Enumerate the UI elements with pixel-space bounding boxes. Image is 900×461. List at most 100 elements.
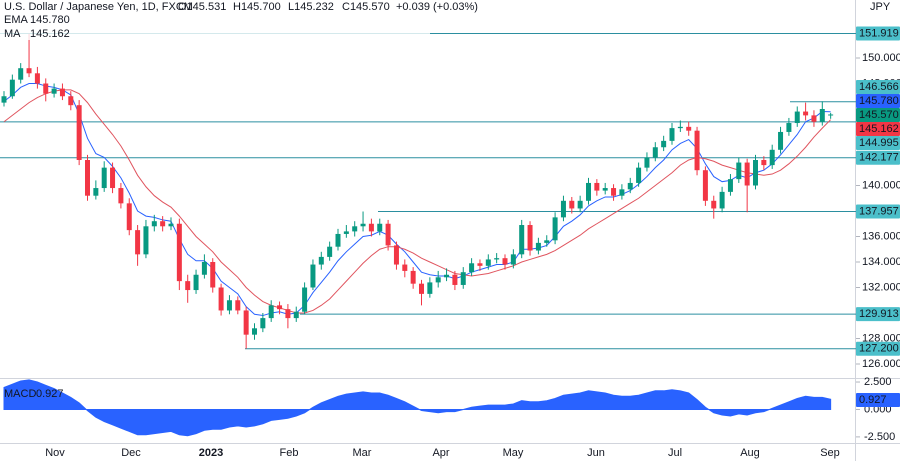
ohlc-value: O145.531: [178, 1, 226, 13]
candle-body: [18, 68, 24, 80]
ma-label-box: [856, 122, 900, 136]
candle-body: [510, 254, 516, 265]
macd-name: MACD: [4, 388, 36, 400]
candle-body: [828, 114, 834, 116]
candle-body: [427, 282, 433, 294]
y-tick-label: 134.000: [862, 256, 900, 268]
level-label: 151.919: [859, 27, 899, 39]
candle-body: [201, 262, 207, 275]
ohlc-value: C145.570: [342, 1, 390, 13]
candle-body: [260, 318, 266, 329]
candle-body: [811, 115, 817, 122]
x-tick-label: Feb: [280, 447, 299, 459]
candle-body: [377, 223, 383, 232]
candle-body: [544, 240, 550, 243]
candle-body: [494, 258, 500, 260]
candle-body: [619, 189, 625, 196]
change-value: +0.039 (+0.03%): [396, 1, 478, 13]
candle-body: [727, 179, 733, 192]
candle-body: [318, 256, 324, 265]
ohlc-value: H145.700: [233, 1, 281, 13]
candle-body: [753, 160, 758, 186]
candle-body: [101, 167, 107, 189]
candle-body: [661, 140, 667, 148]
ohlc-value: L145.232: [288, 1, 334, 13]
candle-body: [460, 272, 466, 285]
candle-body: [68, 96, 74, 106]
candle-body: [686, 126, 692, 131]
candle-body: [744, 162, 750, 186]
candle-body: [586, 182, 591, 201]
level-label: 142.177: [859, 152, 899, 164]
candle-body: [151, 221, 157, 227]
level-label-box: [856, 150, 900, 165]
candle-body: [118, 188, 124, 204]
candle-body: [577, 200, 583, 209]
candle-body: [419, 283, 424, 294]
candle-body: [277, 305, 283, 310]
macd-area: [3, 379, 832, 437]
candle-body: [285, 309, 291, 319]
candle-body: [636, 167, 642, 183]
level-label-box: [856, 204, 900, 219]
candle-body: [51, 88, 57, 94]
candle-body: [444, 274, 450, 278]
candle-body: [327, 246, 333, 257]
candle-body: [627, 182, 633, 190]
candle-body: [535, 242, 541, 251]
candle-body: [435, 277, 441, 283]
candle-body: [477, 263, 483, 266]
candle-body: [410, 270, 416, 284]
candle-body: [85, 160, 90, 196]
x-tick-label: Jun: [587, 447, 605, 459]
candle-body: [335, 233, 341, 247]
level-label: 127.200: [859, 343, 899, 355]
candle-body: [168, 223, 174, 227]
candle-body: [611, 188, 617, 196]
candle-body: [143, 226, 149, 255]
candle-body: [352, 226, 358, 232]
header-bg: [0, 0, 430, 40]
x-tick-label: Aug: [740, 447, 760, 459]
candle-body: [193, 274, 199, 291]
level-label-box: [856, 26, 900, 41]
candle-body: [343, 231, 349, 234]
x-tick-label: Nov: [45, 447, 65, 459]
candle-body: [452, 274, 458, 285]
y-tick-label: 150.000: [862, 52, 900, 64]
candle-body: [702, 170, 708, 201]
x-tick-label: Mar: [353, 447, 372, 459]
candle-body: [711, 200, 717, 209]
candle-body: [34, 73, 40, 84]
candle-body: [26, 68, 32, 74]
level-label-box: [856, 80, 900, 94]
moving-average-line: [3, 89, 832, 314]
level-label: 146.566: [859, 81, 899, 93]
y-tick-label: 132.000: [862, 281, 900, 293]
candle-body: [252, 328, 257, 335]
macd-tick-label: -2.500: [864, 431, 895, 443]
candle-body: [310, 264, 316, 288]
candle-body: [185, 281, 191, 291]
macd-value: 0.927: [36, 388, 64, 400]
x-tick-label: 2023: [199, 447, 223, 459]
macd-tick-label: 2.500: [864, 376, 892, 388]
macd-value-label-box: [856, 393, 900, 407]
candle-body: [43, 83, 49, 94]
candle-body: [110, 167, 116, 189]
candle-body: [502, 258, 508, 265]
chart-title: U.S. Dollar / Japanese Yen, 1D, FXCM: [4, 1, 193, 13]
candle-body: [652, 147, 658, 158]
candle-body: [803, 111, 809, 116]
candle-body: [302, 287, 308, 312]
legend-value: 145.162: [30, 28, 70, 40]
candle-body: [9, 79, 15, 97]
candle-body: [485, 259, 491, 266]
candle-body: [93, 188, 99, 196]
candle-body: [160, 221, 166, 227]
candle-body: [778, 131, 784, 150]
candle-body: [552, 217, 558, 241]
candle-body: [794, 111, 800, 124]
